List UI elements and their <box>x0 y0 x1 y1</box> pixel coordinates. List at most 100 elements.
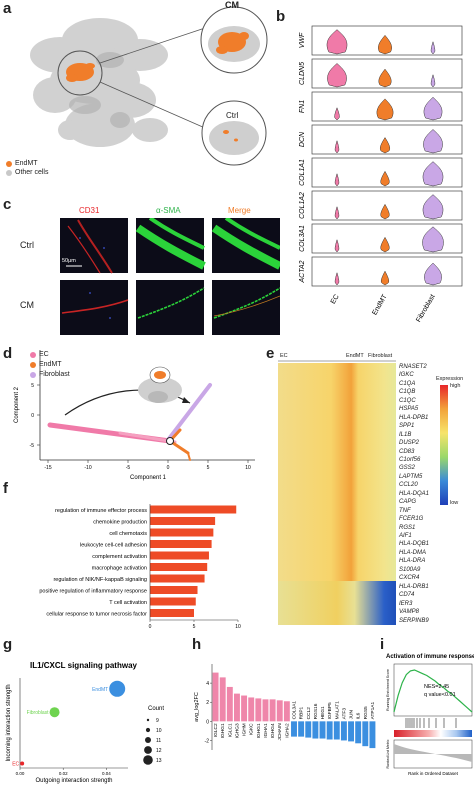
panel-i-letter: i <box>380 636 385 653</box>
xtick-d-2: -5 <box>126 465 131 471</box>
bar-h-8 <box>269 699 276 722</box>
xtick-d-5: 10 <box>245 465 251 471</box>
xtick-d-1: -10 <box>84 465 91 471</box>
size-legend-dot-10 <box>145 727 151 733</box>
gsea-plot: Activation of immune response NES=2.45 q v… <box>386 654 474 776</box>
violin-vwf-ec <box>326 29 348 55</box>
bar-h-label-2: IGLC1 <box>227 723 233 737</box>
gsea-nes: NES=2.45 <box>424 684 449 690</box>
bar-h-2 <box>226 686 233 722</box>
bar-h-label-11: COL3A1 <box>292 701 298 720</box>
size-legend-label-11: 11 <box>156 738 161 744</box>
heatmap-legend-high: high <box>450 383 461 389</box>
bar-h-label-21: RGS5 <box>363 706 369 719</box>
gsea-enrichment-line <box>393 669 473 713</box>
bar-h-21 <box>362 721 369 747</box>
violin-cldn5-ec <box>327 63 347 88</box>
bar-h-ytick-1: 2 <box>206 700 209 706</box>
bar-f-xtick-1: 5 <box>193 624 196 630</box>
panel-g-letter: g <box>3 636 13 653</box>
zoom-circle-main <box>57 50 103 96</box>
gene-label-fn1: FN1 <box>299 100 306 113</box>
violin-col1a1-ec <box>334 172 340 187</box>
bar-h-label-10: IGHA2 <box>284 723 290 738</box>
ytick-d-2: -5 <box>30 443 35 449</box>
bar-h-13 <box>305 721 312 738</box>
violin-vwf-fibroblast <box>430 40 436 55</box>
trajectory-plot: 5 0 -5 -15 -10 -5 0 5 10 Component 1 Com… <box>14 350 255 481</box>
gene-label-cldn5: CLDN5 <box>299 62 306 85</box>
bar-h-label-12: RBP1 <box>299 706 305 719</box>
heatmap-gene-c1orf56: C1orf56 <box>399 456 421 463</box>
bar-h-7 <box>262 699 269 722</box>
gene-label-dcn: DCN <box>299 131 306 147</box>
bar-h-1 <box>219 677 226 722</box>
panel-f-letter: f <box>3 480 8 497</box>
heatmap-gene-tnf: TNF <box>399 507 411 514</box>
bar-f-label-7: positive regulation of inflammatory resp… <box>39 588 147 594</box>
scatter-g-xtick-1: 0.02 <box>59 771 68 776</box>
xlabel-d: Component 1 <box>130 475 167 481</box>
gsea-ranked-metric-area <box>394 744 472 762</box>
umap-panel-a <box>30 6 268 166</box>
violin-acta2-fibroblast <box>424 262 442 286</box>
violin-col1a1-fibroblast <box>422 161 444 187</box>
bar-h-16 <box>326 721 333 740</box>
bar-h-22 <box>369 721 376 749</box>
bar-h-ylabel: avg_log2FC <box>194 692 200 722</box>
bar-f-3 <box>150 540 212 548</box>
col-header-cd31: CD31 <box>79 206 100 215</box>
size-legend-dot-13 <box>143 755 153 765</box>
bar-f-label-3: leukocyte cell-cell adhesion <box>80 542 147 548</box>
bar-h-20 <box>355 721 362 744</box>
heatmap-gene-laptm5: LAPTM5 <box>399 473 423 480</box>
scatter-g-xtick-2: 0.04 <box>102 771 111 776</box>
legend-dot-endmt-d <box>30 362 36 368</box>
bar-h-4 <box>241 695 248 722</box>
heatmap-gene-s100a9: S100A9 <box>399 566 421 573</box>
bar-h-label-17: MALAT1 <box>334 701 340 720</box>
trajectory-fibroblast-branch <box>166 383 212 442</box>
bar-h-label-13: CCL2 <box>306 707 312 720</box>
bar-f-6 <box>150 574 205 583</box>
legend-dot-fibroblast <box>30 372 36 378</box>
gsea-qvalue: q value<0.01 <box>424 692 456 698</box>
heatmap-gene-vamp8: VAMP8 <box>399 609 420 616</box>
violin-col3a1-ec <box>334 238 340 253</box>
panel-a-letter: a <box>3 0 12 17</box>
panel-c-column-headers: CD31 α-SMA Merge <box>61 206 281 218</box>
size-legend-label-10: 10 <box>156 728 162 734</box>
branch-point <box>166 437 174 445</box>
bar-f-label-0: regulation of immune effector process <box>55 508 147 514</box>
bar-h-12 <box>298 721 305 737</box>
legend-label-ec: EC <box>39 351 49 358</box>
heatmap-gene-cd83: CD83 <box>399 448 415 455</box>
violin-cldn5-endmt <box>378 68 392 88</box>
bar-f-2 <box>150 528 214 537</box>
bar-f-label-8: T cell activation <box>109 600 147 606</box>
legend-label-fibroblast: Fibroblast <box>39 371 70 378</box>
gene-label-col3a1: COL3A1 <box>299 225 306 252</box>
col-header-merge: Merge <box>228 206 251 215</box>
bar-h-label-9: JCHAIN <box>277 723 283 741</box>
bar-h-label-19: JUN <box>349 709 355 719</box>
bar-f-label-1: chemokine production <box>93 519 147 525</box>
bar-h-10 <box>283 701 290 722</box>
bar-f-4 <box>150 551 209 560</box>
scatter-g-ylabel: Incoming interaction strength <box>6 684 12 761</box>
bar-f-7 <box>150 586 198 594</box>
microscopy-grid <box>60 218 280 335</box>
panel-h-letter: h <box>192 636 202 653</box>
violin-fn1-ec <box>334 107 340 121</box>
size-legend-dot-11 <box>145 737 151 743</box>
legend-dot-other <box>6 169 12 176</box>
size-legend-label-9: 9 <box>156 718 159 724</box>
ytick-d-1: 0 <box>31 413 34 419</box>
gene-label-col1a1: COL1A1 <box>299 159 306 186</box>
col-header-asma: α-SMA <box>156 206 181 215</box>
zoom-label-ctrl: Ctrl <box>226 111 239 120</box>
heatmap-gene-hla-dra: HLA-DRA <box>399 558 426 565</box>
bar-h-ytick-2: 0 <box>206 719 209 725</box>
violin-col3a1-fibroblast <box>422 226 444 253</box>
bar-f-label-2: cell chemotaxis <box>109 531 147 537</box>
